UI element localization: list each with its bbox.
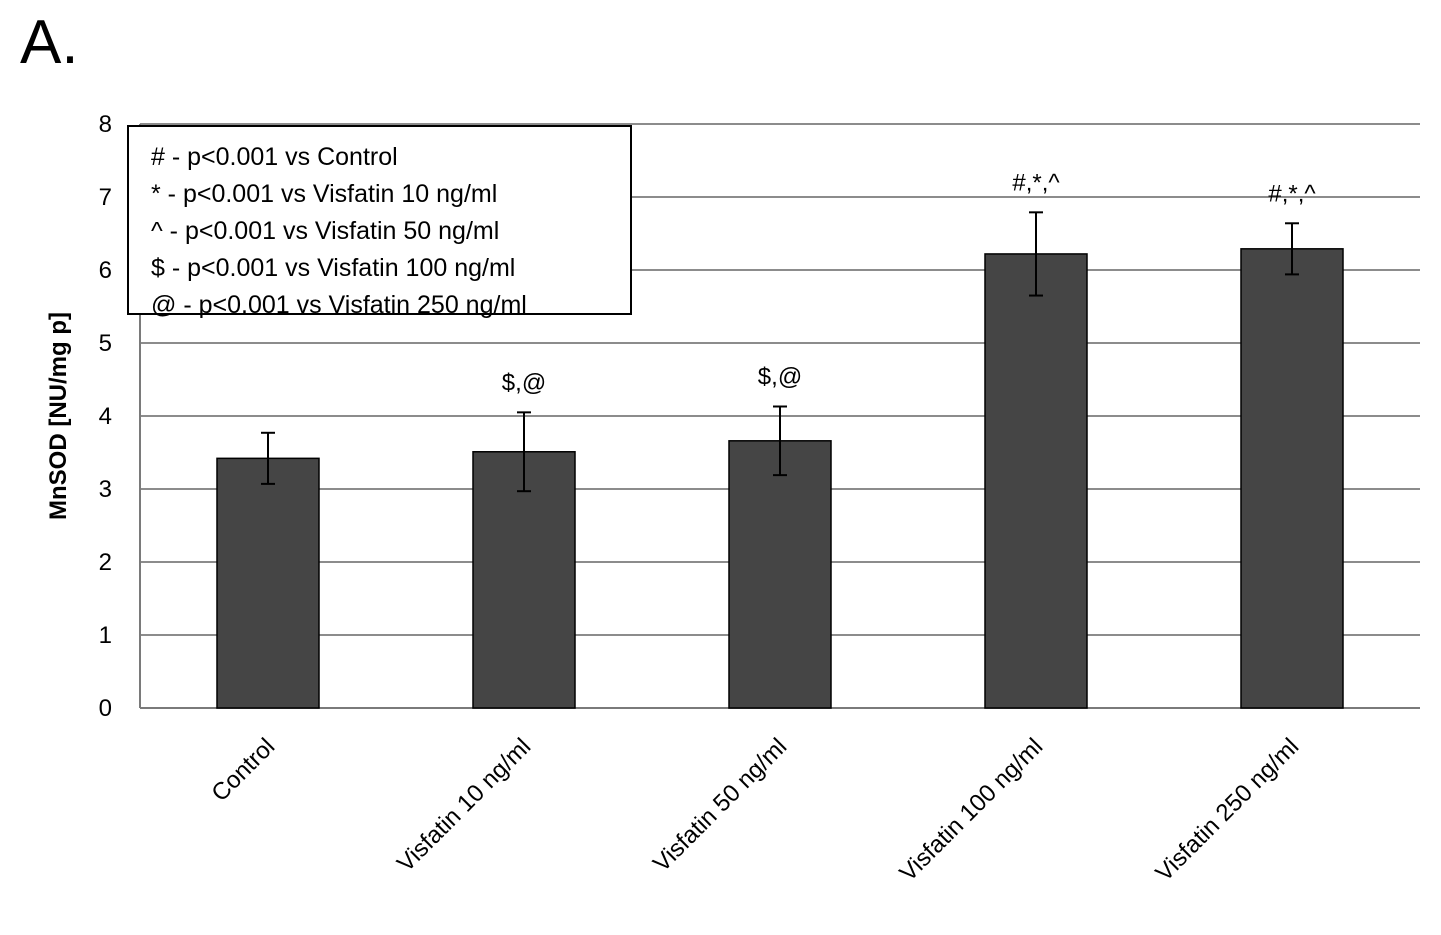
error-bar — [1285, 222, 1299, 276]
bar — [216, 457, 320, 709]
y-tick-label: 4 — [99, 403, 112, 430]
y-tick-label: 2 — [99, 549, 112, 576]
error-bar — [1029, 211, 1043, 297]
x-category-label: Control — [206, 733, 280, 807]
error-bar — [517, 411, 531, 493]
y-tick-label: 3 — [99, 476, 112, 503]
bar — [728, 440, 832, 709]
y-tick-label: 0 — [99, 695, 112, 722]
x-category-label: Visfatin 100 ng/ml — [895, 733, 1049, 887]
bar — [472, 451, 576, 709]
y-tick-label: 6 — [99, 257, 112, 284]
legend-entry-control: # - p<0.001 vs Control — [151, 143, 398, 171]
y-axis-label: MnSOD [NU/mg p] — [45, 312, 72, 520]
y-tick-label: 7 — [99, 184, 112, 211]
legend-entry-visfatin-250: @ - p<0.001 vs Visfatin 250 ng/ml — [151, 291, 527, 319]
bars — [216, 248, 1344, 709]
legend: # - p<0.001 vs Control * - p<0.001 vs Vi… — [127, 125, 632, 319]
significance-annotation: $,@ — [758, 364, 802, 391]
bar — [1240, 248, 1344, 709]
legend-entry-visfatin-10: * - p<0.001 vs Visfatin 10 ng/ml — [151, 180, 498, 208]
bar — [984, 253, 1088, 709]
significance-annotation: $,@ — [502, 369, 546, 396]
y-tick-label: 8 — [99, 111, 112, 138]
error-bar — [261, 431, 275, 485]
significance-annotation: #,*,^ — [1012, 169, 1060, 196]
error-bar — [773, 405, 787, 477]
y-tick-label: 1 — [99, 622, 112, 649]
error-bars — [261, 211, 1299, 493]
x-category-label: Visfatin 50 ng/ml — [648, 733, 792, 877]
x-category-label: Visfatin 250 ng/ml — [1151, 733, 1305, 887]
x-category-label: Visfatin 10 ng/ml — [392, 733, 536, 877]
legend-entry-visfatin-50: ^ - p<0.001 vs Visfatin 50 ng/ml — [151, 217, 500, 245]
panel-label: A. — [20, 8, 79, 77]
significance-annotation: #,*,^ — [1268, 180, 1316, 207]
legend-entry-visfatin-100: $ - p<0.001 vs Visfatin 100 ng/ml — [151, 254, 516, 282]
x-category-labels: Control Visfatin 10 ng/ml Visfatin 50 ng/m… — [206, 733, 1304, 887]
significance-annotations: $,@ $,@ #,*,^ #,*,^ — [502, 169, 1317, 396]
y-tick-label: 5 — [99, 330, 112, 357]
y-tick-labels: 0 1 2 3 4 5 6 7 8 — [99, 111, 112, 722]
